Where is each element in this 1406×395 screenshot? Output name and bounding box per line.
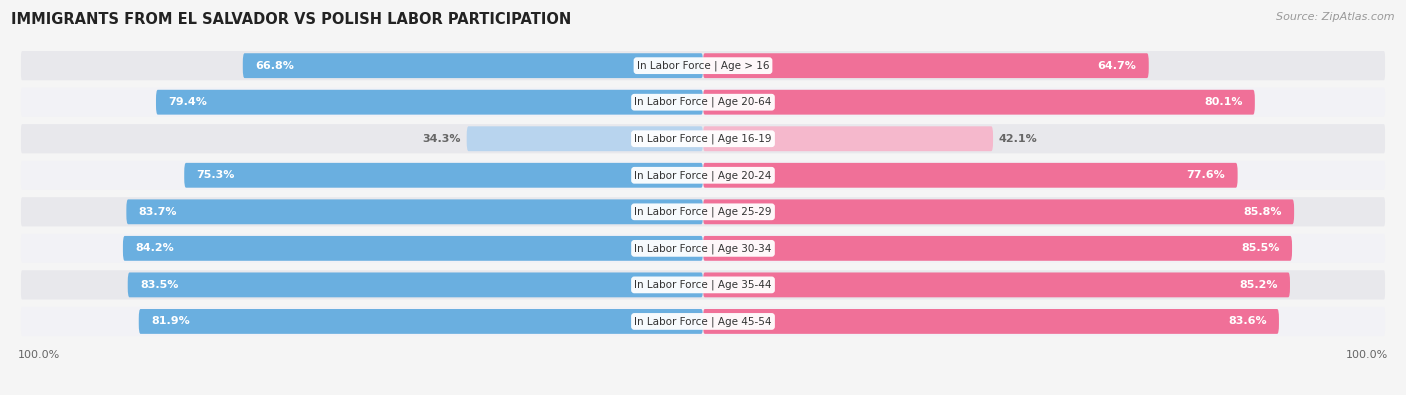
Text: 75.3%: 75.3% <box>197 170 235 180</box>
Text: 77.6%: 77.6% <box>1187 170 1225 180</box>
Text: 34.3%: 34.3% <box>423 134 461 144</box>
FancyBboxPatch shape <box>703 236 1292 261</box>
Text: 84.2%: 84.2% <box>135 243 174 253</box>
Text: 79.4%: 79.4% <box>169 97 207 107</box>
Text: In Labor Force | Age 35-44: In Labor Force | Age 35-44 <box>634 280 772 290</box>
Text: 83.5%: 83.5% <box>141 280 179 290</box>
Text: Source: ZipAtlas.com: Source: ZipAtlas.com <box>1277 12 1395 22</box>
FancyBboxPatch shape <box>703 90 1254 115</box>
FancyBboxPatch shape <box>156 90 703 115</box>
FancyBboxPatch shape <box>703 199 1294 224</box>
Text: In Labor Force | Age > 16: In Labor Force | Age > 16 <box>637 60 769 71</box>
FancyBboxPatch shape <box>21 234 1385 263</box>
FancyBboxPatch shape <box>703 163 1237 188</box>
Text: 100.0%: 100.0% <box>1347 350 1389 360</box>
FancyBboxPatch shape <box>21 270 1385 299</box>
Text: 83.6%: 83.6% <box>1227 316 1267 326</box>
FancyBboxPatch shape <box>703 53 1149 78</box>
Text: 80.1%: 80.1% <box>1204 97 1243 107</box>
FancyBboxPatch shape <box>127 199 703 224</box>
Text: 66.8%: 66.8% <box>256 61 294 71</box>
FancyBboxPatch shape <box>703 126 993 151</box>
Text: 85.5%: 85.5% <box>1241 243 1279 253</box>
Text: IMMIGRANTS FROM EL SALVADOR VS POLISH LABOR PARTICIPATION: IMMIGRANTS FROM EL SALVADOR VS POLISH LA… <box>11 12 571 27</box>
Text: In Labor Force | Age 25-29: In Labor Force | Age 25-29 <box>634 207 772 217</box>
FancyBboxPatch shape <box>184 163 703 188</box>
Text: 42.1%: 42.1% <box>998 134 1038 144</box>
FancyBboxPatch shape <box>139 309 703 334</box>
Text: 85.8%: 85.8% <box>1243 207 1282 217</box>
FancyBboxPatch shape <box>467 126 703 151</box>
Text: In Labor Force | Age 30-34: In Labor Force | Age 30-34 <box>634 243 772 254</box>
Legend: Immigrants from El Salvador, Polish: Immigrants from El Salvador, Polish <box>560 392 846 395</box>
Text: In Labor Force | Age 20-64: In Labor Force | Age 20-64 <box>634 97 772 107</box>
FancyBboxPatch shape <box>21 197 1385 226</box>
FancyBboxPatch shape <box>703 309 1279 334</box>
FancyBboxPatch shape <box>21 161 1385 190</box>
Text: 85.2%: 85.2% <box>1239 280 1278 290</box>
FancyBboxPatch shape <box>122 236 703 261</box>
FancyBboxPatch shape <box>243 53 703 78</box>
FancyBboxPatch shape <box>21 51 1385 80</box>
Text: In Labor Force | Age 16-19: In Labor Force | Age 16-19 <box>634 134 772 144</box>
Text: 83.7%: 83.7% <box>139 207 177 217</box>
Text: In Labor Force | Age 20-24: In Labor Force | Age 20-24 <box>634 170 772 181</box>
FancyBboxPatch shape <box>21 88 1385 117</box>
Text: 81.9%: 81.9% <box>152 316 190 326</box>
Text: 100.0%: 100.0% <box>17 350 59 360</box>
Text: In Labor Force | Age 45-54: In Labor Force | Age 45-54 <box>634 316 772 327</box>
FancyBboxPatch shape <box>21 124 1385 153</box>
FancyBboxPatch shape <box>21 307 1385 336</box>
Text: 64.7%: 64.7% <box>1098 61 1136 71</box>
FancyBboxPatch shape <box>128 273 703 297</box>
FancyBboxPatch shape <box>703 273 1289 297</box>
